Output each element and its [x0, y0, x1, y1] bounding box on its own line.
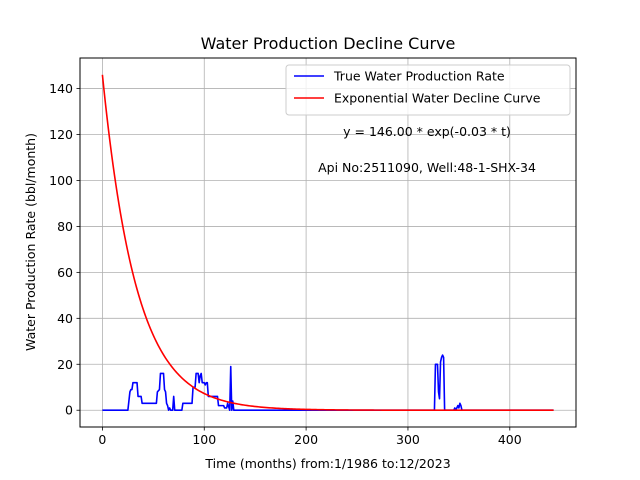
well-annotation: Api No:2511090, Well:48-1-SHX-34 [318, 160, 536, 175]
ticks: 0 100 200 300 400 0 20 40 60 80 100 120 140 [49, 81, 522, 447]
legend: True Water Production Rate Exponential W… [285, 64, 571, 116]
y-tick-label: 0 [65, 403, 73, 418]
chart-title: Water Production Decline Curve [201, 34, 456, 53]
series-line-true-rate [102, 354, 554, 412]
y-tick-label: 140 [49, 81, 73, 96]
legend-label-true-rate: True Water Production Rate [333, 69, 505, 84]
x-tick-label: 0 [98, 432, 106, 447]
x-tick-label: 300 [396, 432, 420, 447]
y-tick-label: 40 [57, 311, 73, 326]
plot-area [80, 58, 576, 427]
legend-label-decline-curve: Exponential Water Decline Curve [334, 91, 541, 106]
equation-annotation: y = 146.00 * exp(-0.03 * t) [343, 124, 511, 139]
legend-box [285, 64, 571, 116]
plot-frame [79, 57, 577, 428]
y-tick-label: 20 [57, 357, 73, 372]
y-tick-label: 120 [49, 127, 73, 142]
series-layer [101, 74, 554, 412]
x-tick-label: 100 [192, 432, 216, 447]
x-axis-label: Time (months) from:1/1986 to:12/2023 [204, 456, 450, 471]
x-tick-label: 200 [294, 432, 318, 447]
y-axis-label: Water Production Rate (bbl/month) [23, 133, 38, 351]
y-tick-label: 80 [57, 219, 73, 234]
grid [80, 58, 576, 427]
y-tick-label: 100 [49, 173, 73, 188]
y-tick-label: 60 [57, 265, 73, 280]
x-tick-label: 400 [498, 432, 522, 447]
series-line-decline-curve [101, 74, 554, 412]
